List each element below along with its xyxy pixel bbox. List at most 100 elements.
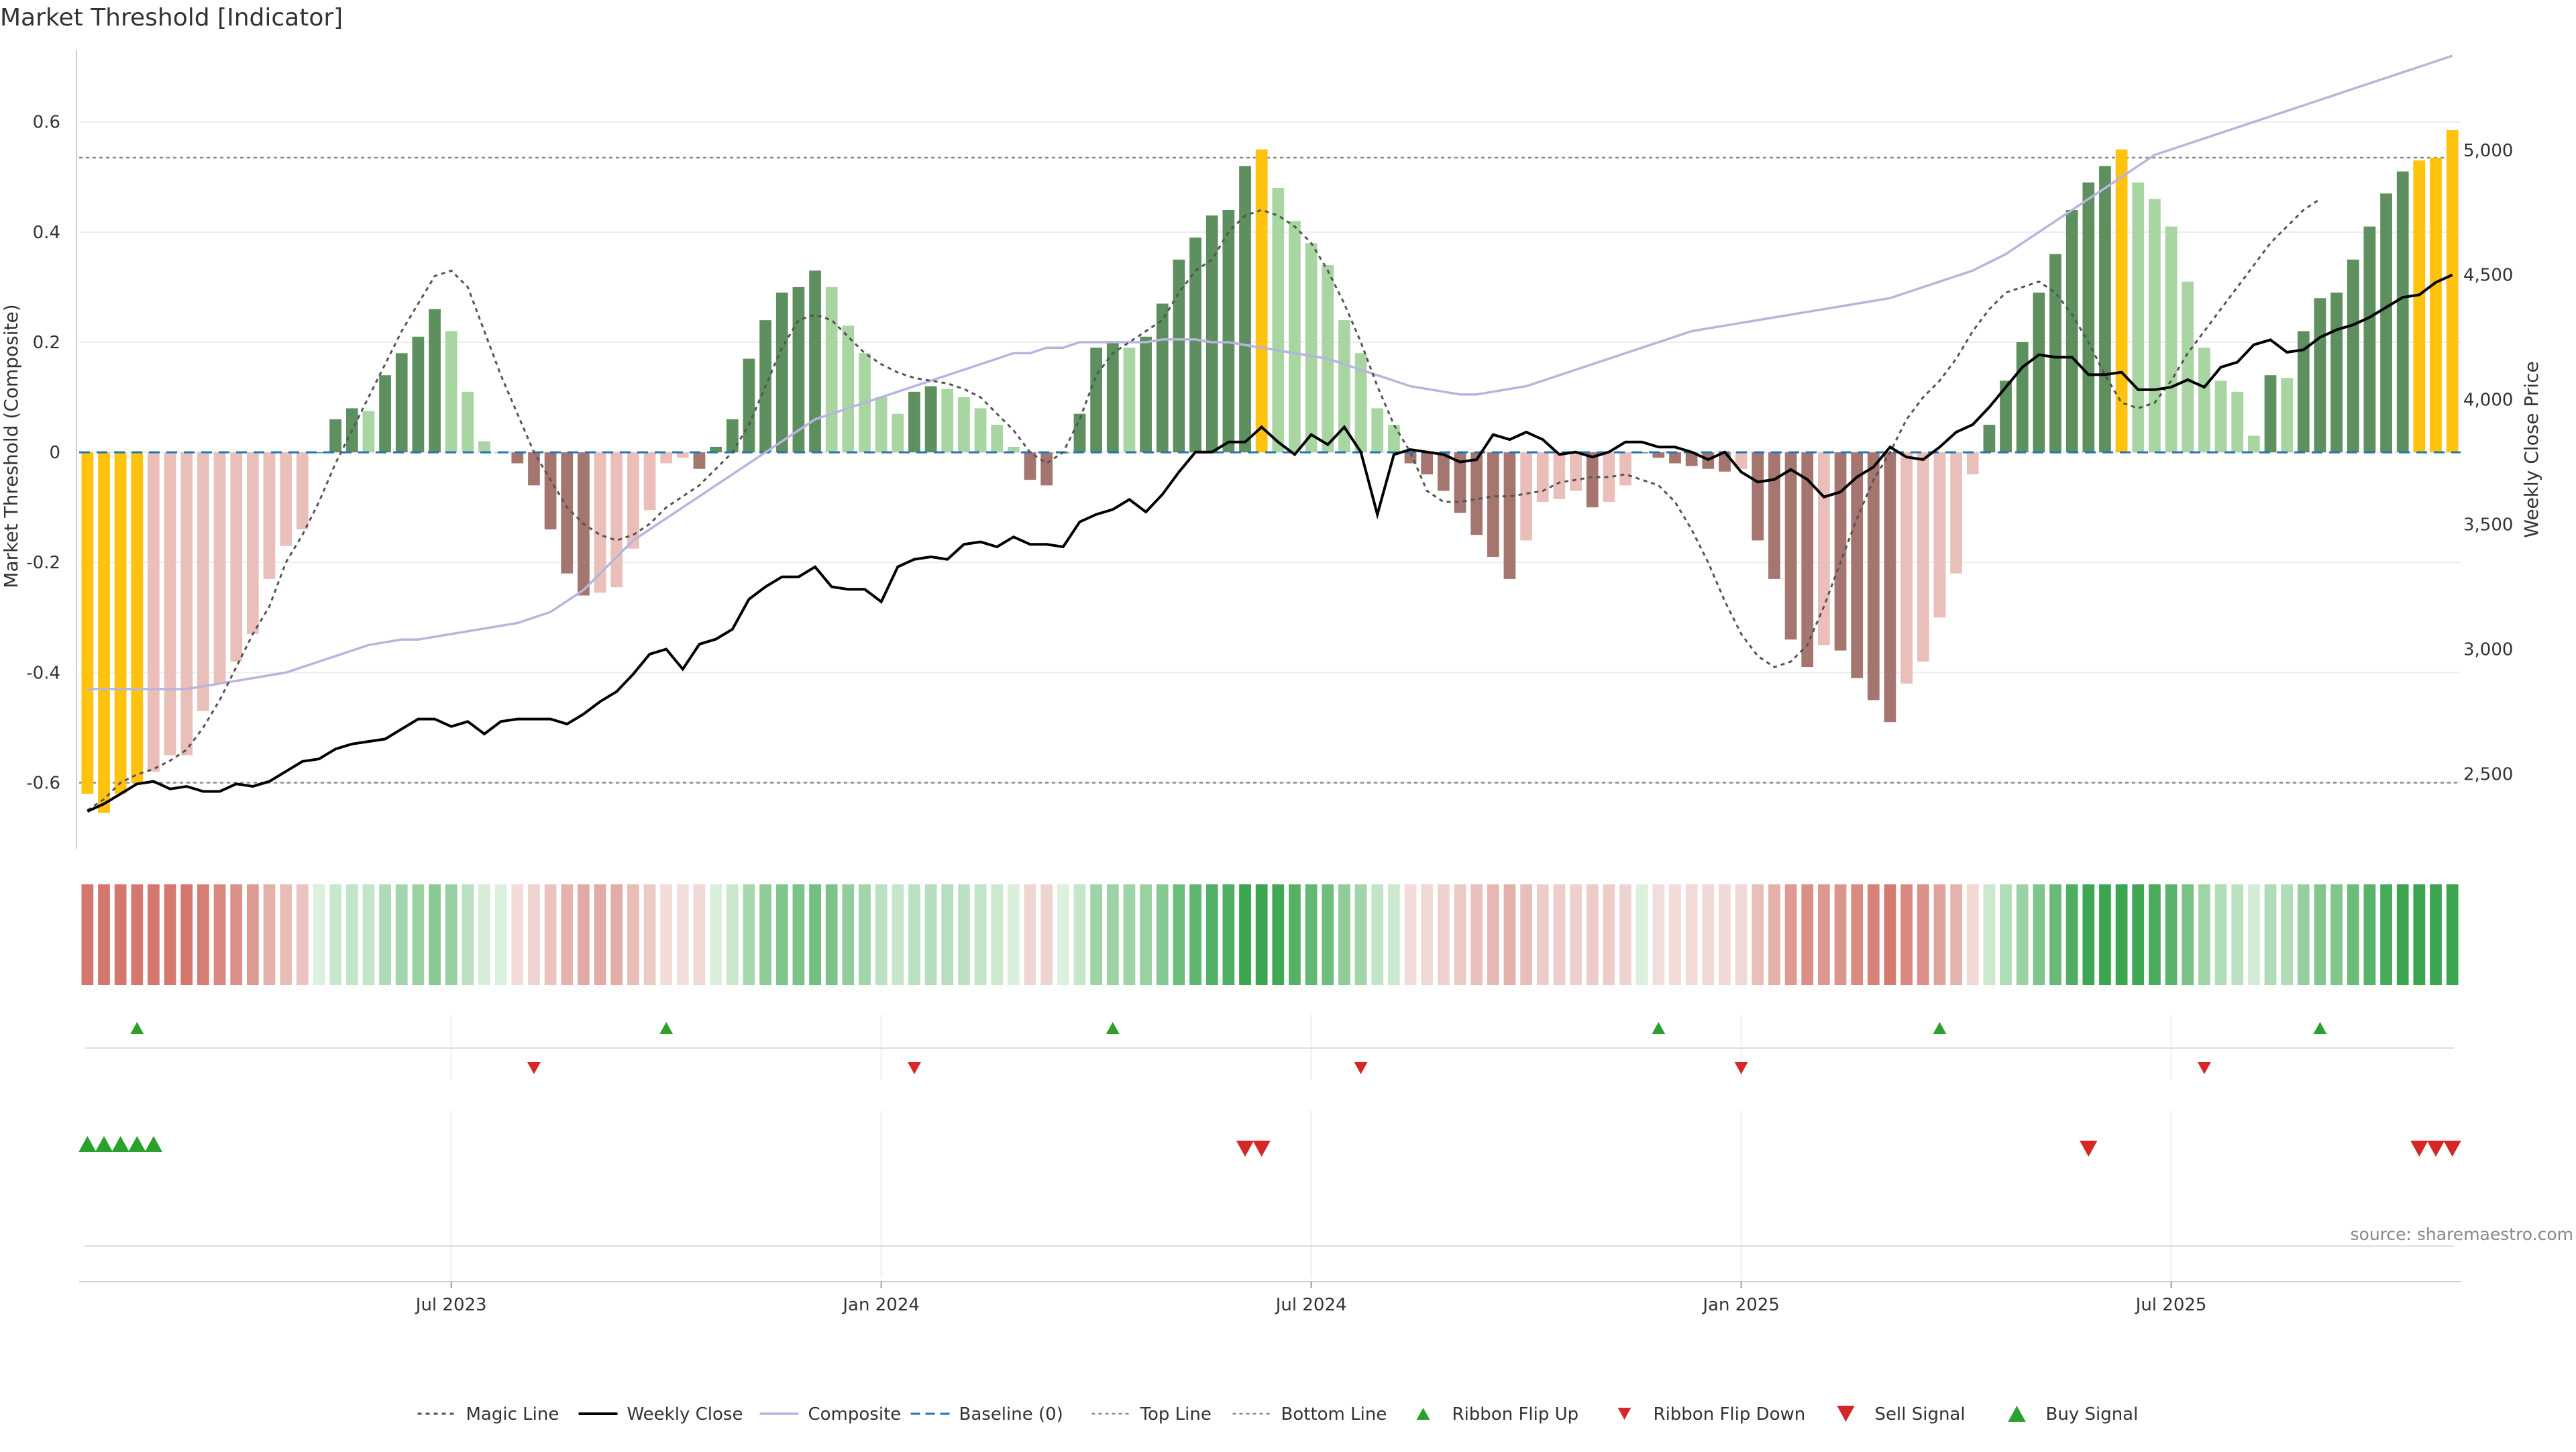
ribbon-cell — [197, 884, 209, 985]
ribbon-cell — [1272, 884, 1285, 985]
composite-bar — [2347, 259, 2359, 453]
composite-bar — [1437, 452, 1450, 491]
ribbon-cell — [1090, 884, 1103, 985]
right-axis-label: Weekly Close Price — [2520, 361, 2542, 537]
right-tick-label: 4,500 — [2463, 266, 2513, 286]
composite-bar — [775, 293, 788, 453]
composite-bar — [594, 452, 606, 593]
ribbon-cell — [511, 884, 524, 985]
composite-bar — [1156, 303, 1169, 453]
ribbon-flip-up-marker — [2313, 1022, 2327, 1034]
ribbon-flip-up-marker — [659, 1022, 674, 1034]
ribbon-cell — [1570, 884, 1582, 985]
ribbon-cell — [859, 884, 871, 985]
composite-bar — [180, 452, 193, 756]
composite-bar — [1272, 188, 1285, 453]
composite-bar — [693, 452, 706, 469]
composite-bar — [1239, 166, 1251, 453]
composite-bar — [825, 287, 838, 453]
ribbon-cell — [2396, 884, 2409, 985]
sell-signal-marker — [1236, 1141, 1254, 1157]
composite-bar — [2430, 158, 2442, 453]
composite-bar — [148, 452, 160, 772]
composite-bar — [1421, 452, 1434, 474]
composite-bar — [2446, 130, 2459, 453]
composite-line — [87, 54, 2453, 690]
composite-bar — [610, 452, 623, 588]
buy-signal-marker — [144, 1136, 163, 1152]
ribbon-cell — [1289, 884, 1301, 985]
composite-bar — [1685, 452, 1698, 466]
ribbon-cell — [1421, 884, 1434, 985]
source-note: source: sharemaestro.com — [2351, 1225, 2574, 1244]
composite-bar — [2214, 380, 2227, 453]
sell-signal-marker — [2426, 1141, 2445, 1157]
ribbon-cell — [544, 884, 557, 985]
composite-bar — [1884, 452, 1896, 723]
ribbon-cell — [1454, 884, 1466, 985]
composite-bar — [958, 397, 970, 453]
ribbon-cell — [246, 884, 259, 985]
ribbon-cell — [2016, 884, 2029, 985]
composite-bar — [1024, 452, 1036, 480]
legend-swatch — [2008, 1406, 2026, 1422]
legend-label: Top Line — [1140, 1404, 1212, 1424]
ribbon-cell — [1635, 884, 1648, 985]
composite-bar — [98, 452, 110, 813]
composite-bar — [1305, 243, 1318, 453]
ribbon-cell — [842, 884, 855, 985]
composite-bar — [131, 452, 144, 783]
ribbon-cell — [412, 884, 425, 985]
composite-bar — [1586, 452, 1599, 508]
ribbon-cell — [660, 884, 673, 985]
composite-bar — [2413, 160, 2426, 453]
composite-bar — [2314, 298, 2326, 453]
ribbon-cell — [561, 884, 574, 985]
composite-bar — [544, 452, 557, 529]
ribbon-cell — [1719, 884, 1731, 985]
left-tick-label: -0.6 — [26, 774, 60, 794]
composite-bar — [1487, 452, 1499, 558]
ribbon-cell — [1586, 884, 1599, 985]
ribbon-cell — [1702, 884, 1715, 985]
ribbon-cell — [1189, 884, 1201, 985]
ribbon-cell — [676, 884, 689, 985]
buy-signal-marker — [95, 1136, 113, 1152]
ribbon-cell — [1437, 884, 1450, 985]
ribbon-cell — [2347, 884, 2359, 985]
composite-bar — [1106, 342, 1119, 453]
ribbon-cell — [213, 884, 226, 985]
composite-bar — [1040, 452, 1053, 486]
ribbon-cell — [1983, 884, 1996, 985]
ribbon-cell — [908, 884, 920, 985]
composite-bar — [676, 452, 689, 458]
x-tick-label: Jul 2024 — [1275, 1295, 1347, 1315]
ribbon-cell — [2314, 884, 2326, 985]
ribbon-cell — [775, 884, 788, 985]
composite-bar — [329, 419, 341, 453]
ribbon-cell — [329, 884, 341, 985]
ribbon-cell — [131, 884, 144, 985]
ribbon-cell — [991, 884, 1004, 985]
ribbon-cell — [280, 884, 292, 985]
ribbon-cell — [1553, 884, 1566, 985]
ribbon-cell — [743, 884, 755, 985]
composite-bar — [1834, 452, 1847, 651]
composite-bar — [2297, 331, 2310, 453]
composite-bar — [2132, 182, 2145, 453]
ribbon-cell — [941, 884, 954, 985]
ribbon-cell — [1470, 884, 1483, 985]
composite-bar — [263, 452, 276, 579]
ribbon-cell — [345, 884, 358, 985]
ribbon-cell — [1487, 884, 1499, 985]
composite-bar — [296, 452, 309, 529]
composite-bar — [991, 425, 1004, 453]
composite-bar — [412, 336, 425, 453]
ribbon-cell — [1239, 884, 1251, 985]
sell-signal-marker — [1252, 1141, 1271, 1157]
right-tick-label: 3,000 — [2463, 640, 2513, 660]
ribbon-cell — [2065, 884, 2078, 985]
composite-bar — [561, 452, 574, 574]
x-axis: Jul 2023 Jan 2024 Jul 2024 Jan 2025 Jul 2025 — [79, 1281, 2461, 1315]
ribbon-flip-down-marker — [1734, 1062, 1748, 1074]
